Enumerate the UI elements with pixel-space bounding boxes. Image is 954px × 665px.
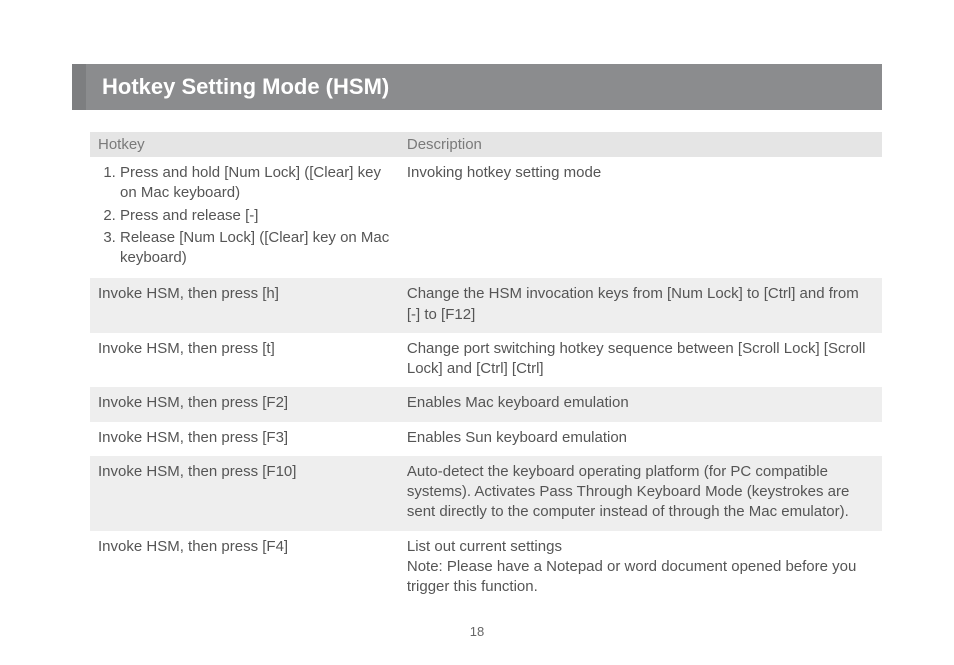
invoke-step: Press and release [-] (120, 206, 391, 226)
cell-description: Invoking hotkey setting mode (399, 157, 882, 278)
cell-hotkey: Invoke HSM, then press [F4] (90, 531, 399, 606)
cell-description: Enables Sun keyboard emulation (399, 422, 882, 456)
table-row: Invoke HSM, then press [F4] List out cur… (90, 531, 882, 606)
table-row: Invoke HSM, then press [F3] Enables Sun … (90, 422, 882, 456)
cell-description: Auto-detect the keyboard operating platf… (399, 456, 882, 531)
table-header-row: Hotkey Description (90, 132, 882, 157)
cell-hotkey: Invoke HSM, then press [F10] (90, 456, 399, 531)
table-row: Invoke HSM, then press [h] Change the HS… (90, 278, 882, 333)
section-title: Hotkey Setting Mode (HSM) (72, 64, 882, 110)
cell-hotkey: Invoke HSM, then press [F3] (90, 422, 399, 456)
table-row: Invoke HSM, then press [F2] Enables Mac … (90, 387, 882, 421)
hsm-table-wrap: Hotkey Description Press and hold [Num L… (90, 132, 882, 605)
invoke-step: Press and hold [Num Lock] ([Clear] key o… (120, 163, 391, 204)
invoke-step: Release [Num Lock] ([Clear] key on Mac k… (120, 228, 391, 269)
cell-description: Enables Mac keyboard emulation (399, 387, 882, 421)
invoke-steps-list: Press and hold [Num Lock] ([Clear] key o… (98, 163, 391, 268)
table-row: Press and hold [Num Lock] ([Clear] key o… (90, 157, 882, 278)
cell-description: Change the HSM invocation keys from [Num… (399, 278, 882, 333)
cell-description: List out current settingsNote: Please ha… (399, 531, 882, 606)
col-header-hotkey: Hotkey (90, 132, 399, 157)
cell-hotkey: Invoke HSM, then press [t] (90, 333, 399, 388)
document-page: Hotkey Setting Mode (HSM) Hotkey Descrip… (0, 0, 954, 665)
col-header-description: Description (399, 132, 882, 157)
cell-hotkey: Invoke HSM, then press [h] (90, 278, 399, 333)
hsm-table: Hotkey Description Press and hold [Num L… (90, 132, 882, 605)
cell-hotkey: Invoke HSM, then press [F2] (90, 387, 399, 421)
page-number: 18 (0, 624, 954, 639)
table-row: Invoke HSM, then press [F10] Auto-detect… (90, 456, 882, 531)
cell-description: Change port switching hotkey sequence be… (399, 333, 882, 388)
cell-hotkey: Press and hold [Num Lock] ([Clear] key o… (90, 157, 399, 278)
table-row: Invoke HSM, then press [t] Change port s… (90, 333, 882, 388)
